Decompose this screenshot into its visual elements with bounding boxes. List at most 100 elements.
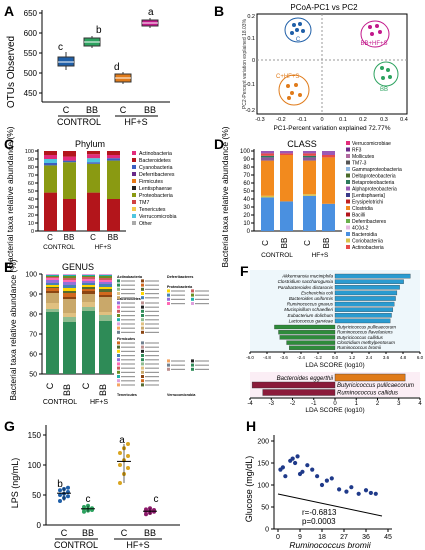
f-xlabel-bot: LDA SCORE (log10): [305, 407, 364, 414]
e-bar-segment: [99, 321, 112, 326]
e-bar-segment: [46, 291, 59, 293]
e-ytick: 90: [29, 292, 37, 299]
e-bar-segment: [82, 294, 95, 302]
panel-e: E GENUS Bacterial taxa relative abundanc…: [0, 258, 238, 408]
f-taxon-label: Ruminococcus gnavus: [287, 302, 334, 307]
b-xtick: 0: [320, 117, 323, 123]
e-legend-placeholder: [121, 288, 135, 290]
e-legend-placeholder: [121, 359, 135, 361]
a-group: HF+S: [124, 117, 147, 127]
g-point: [58, 493, 62, 497]
c-legend-swatch: [132, 172, 136, 176]
e-legend-placeholder: [171, 368, 185, 370]
b-ytick: 0.2: [247, 14, 255, 20]
panel-g: G LPS (ng/mL) 0 50 100 150 b c a c C BB …: [0, 415, 212, 550]
c-xtick: BB: [108, 233, 119, 242]
c-bar-segment: [107, 151, 120, 155]
e-legend-placeholder: [145, 288, 159, 290]
g-ytick: 50: [32, 491, 41, 500]
panel-d-svg: D CLASS Bacterial taxa relative abundanc…: [214, 126, 402, 267]
e-bar-segment: [46, 274, 59, 275]
e-legend-swatch: [167, 297, 170, 301]
panel-h-letter: H: [246, 418, 256, 434]
c-legend-swatch: [132, 207, 136, 211]
e-bar-segment: [63, 297, 76, 299]
f-taxon-label: Clostridium saccharogumia: [278, 279, 334, 284]
e-legend-swatch: [117, 296, 120, 300]
e-legend-swatch: [141, 292, 144, 295]
e-bar-segment: [46, 288, 59, 291]
g-point: [118, 463, 122, 467]
e-legend-placeholder: [121, 384, 135, 386]
f-bar-left: [286, 340, 336, 345]
e-legend-placeholder: [171, 290, 185, 292]
d-legend-swatch: [346, 238, 350, 243]
g-point: [86, 503, 90, 508]
c-ytick: 0: [31, 229, 34, 235]
d-xtick: C: [303, 240, 312, 246]
d-legend-swatch: [346, 212, 350, 217]
f-bar-left: [289, 345, 336, 350]
e-legend-placeholder: [195, 290, 209, 292]
e-legend-swatch: [141, 349, 144, 353]
d-bar-segment: [303, 157, 316, 161]
f-tick: -1.2: [314, 355, 322, 360]
e-bar-segment: [82, 283, 95, 285]
d-bar-segment: [303, 153, 316, 156]
panel-d-title: CLASS: [287, 139, 317, 149]
d-legend-item: Betaproteobacteria: [352, 180, 394, 186]
e-legend-swatch: [191, 293, 194, 297]
e-legend-placeholder: [121, 371, 135, 373]
e-bar-segment: [99, 276, 112, 278]
a-xtick: C: [120, 105, 127, 115]
d-legend-swatch: [346, 147, 350, 152]
e-legend-placeholder: [121, 342, 135, 344]
e-bar-segment: [63, 278, 76, 280]
panel-a-svg: A OTUs Observed 450 500 550 600 650 c b …: [4, 3, 170, 127]
h-point: [368, 490, 373, 496]
c-bar-segment: [63, 162, 76, 199]
a-ytick: 500: [24, 69, 38, 78]
e-legend-placeholder: [145, 306, 159, 308]
g-point: [66, 494, 70, 499]
e-bar-segment: [99, 297, 112, 312]
c-bar-segment: [87, 163, 100, 193]
e-legend-swatch: [117, 283, 120, 287]
e-bar-segment: [82, 276, 95, 277]
e-bar-segment: [46, 316, 59, 374]
e-legend-placeholder: [145, 327, 159, 329]
c-legend-item: Bacteroidetes: [139, 158, 171, 164]
e-bar-segment: [63, 275, 76, 276]
d-bar-segment: [261, 157, 274, 161]
g-point: [90, 506, 94, 511]
e-legend-head: Firmicutes: [117, 337, 135, 341]
a-letter-d: d: [114, 62, 120, 73]
d-group: CONTROL: [261, 252, 293, 259]
e-legend-placeholder: [195, 360, 209, 362]
b-label-c: C: [296, 37, 301, 43]
f-bar-right: [334, 273, 411, 279]
c-bar-segment: [107, 158, 120, 161]
e-legend-placeholder: [145, 280, 159, 282]
d-ytick: 100: [240, 149, 251, 155]
e-legend-placeholder: [121, 302, 135, 304]
e-legend-placeholder: [145, 346, 159, 348]
f-taxon-label: Bacteroides eggerthii: [277, 376, 334, 382]
h-point: [373, 491, 378, 496]
e-bar-segment: [63, 299, 76, 313]
e-legend-swatch: [141, 326, 144, 330]
e-bar-segment: [99, 326, 112, 374]
d-ylabel: Bacterial taxa relative abundance (%): [220, 126, 230, 267]
d-ytick: 30: [243, 205, 250, 211]
e-legend-head: Proteobacteria: [167, 285, 193, 289]
h-point: [295, 454, 300, 459]
e-legend-swatch: [117, 383, 120, 387]
d-bar-segment: [303, 194, 316, 196]
e-legend-placeholder: [171, 360, 185, 362]
e-legend-placeholder: [145, 380, 159, 382]
c-ytick: 60: [28, 181, 34, 187]
e-bar-segment: [63, 291, 76, 293]
e-legend-placeholder: [145, 376, 159, 378]
h-point: [310, 467, 315, 472]
f-bar-right: [334, 296, 396, 301]
